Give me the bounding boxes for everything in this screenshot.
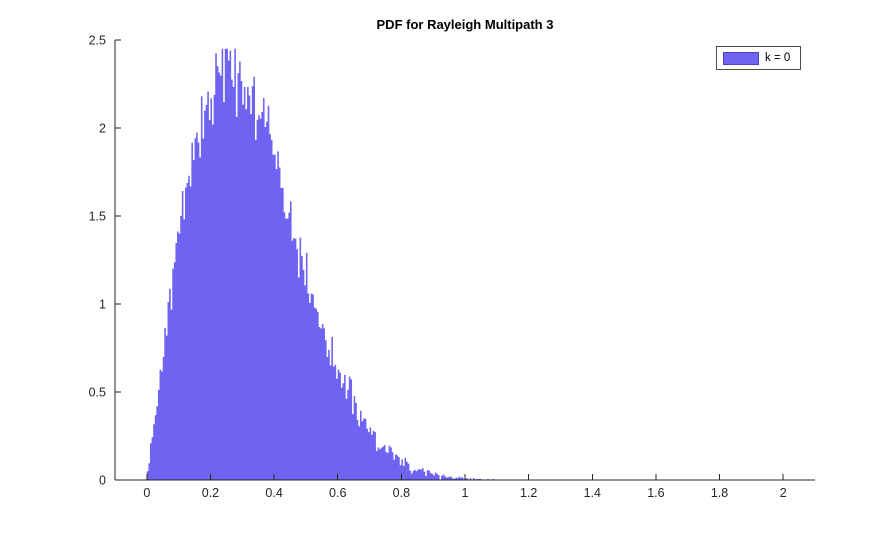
x-tick-label: 0 (143, 486, 150, 500)
x-tick-label: 0.4 (265, 486, 282, 500)
x-tick-label: 0.6 (329, 486, 346, 500)
legend: k = 0 (716, 46, 802, 70)
y-tick-label: 0 (99, 474, 106, 488)
x-tick-label: 1 (462, 486, 469, 500)
legend-swatch-icon (723, 51, 759, 65)
histogram-bars (146, 48, 625, 481)
y-tick-label: 1 (99, 298, 106, 312)
x-tick-label: 0.2 (202, 486, 219, 500)
x-tick-label: 1.6 (647, 486, 664, 500)
x-tick-label: 1.2 (520, 486, 537, 500)
legend-label: k = 0 (765, 52, 791, 64)
chart-title: PDF for Rayleigh Multipath 3 (376, 17, 554, 32)
y-tick-label: 1.5 (89, 210, 106, 224)
x-tick-label: 1.4 (584, 486, 601, 500)
x-tick-label: 1.8 (711, 486, 728, 500)
x-tick-label: 2 (780, 486, 787, 500)
y-tick-label: 2 (99, 122, 106, 136)
y-tick-label: 0.5 (89, 386, 106, 400)
y-tick-label: 2.5 (89, 34, 106, 48)
x-tick-label: 0.8 (393, 486, 410, 500)
